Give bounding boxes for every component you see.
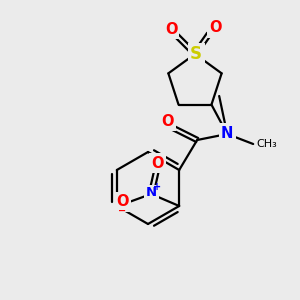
Text: CH₃: CH₃ xyxy=(256,139,277,149)
Text: O: O xyxy=(116,194,128,209)
Text: N: N xyxy=(146,187,157,200)
Text: O: O xyxy=(161,113,173,128)
Text: N: N xyxy=(221,125,233,140)
Text: S: S xyxy=(190,45,202,63)
Text: +: + xyxy=(153,182,161,192)
Text: O: O xyxy=(209,20,221,35)
Text: O: O xyxy=(151,155,164,170)
Text: O: O xyxy=(165,22,177,37)
Text: −: − xyxy=(118,206,126,216)
